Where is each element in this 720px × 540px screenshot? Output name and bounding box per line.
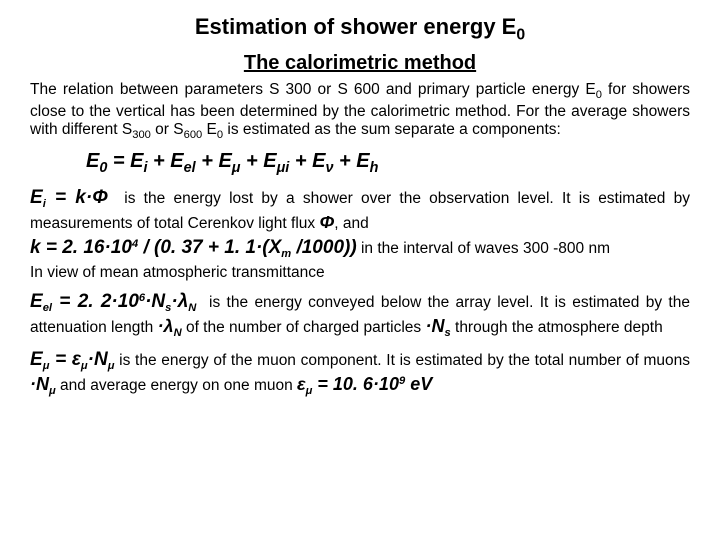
eel-sub-N: N	[188, 302, 196, 314]
eel-Ns: ·N	[425, 316, 444, 336]
intro-sub300: 300	[132, 129, 151, 141]
emu-tail-a: is the energy of the muon component. It …	[114, 352, 690, 369]
ei-phi: Φ	[92, 187, 108, 208]
eel-lambda: ·λ	[158, 316, 174, 336]
intro-part5: is estimated as the sum separate a compo…	[223, 121, 561, 138]
title-sub: 0	[516, 26, 525, 43]
intro-paragraph: The relation between parameters S 300 or…	[30, 81, 690, 142]
emu-block: Eμ = εμ·Nμ is the energy of the muon com…	[30, 348, 690, 398]
eel-d: ·λ	[171, 291, 188, 312]
ei-eq: = k·	[46, 187, 92, 208]
ei-sym-E: E	[30, 187, 43, 208]
slide-content: Estimation of shower energy E0 The calor…	[0, 0, 720, 411]
ei-phi2: Φ	[319, 212, 334, 232]
eel-b: = 2. 2·10	[52, 291, 139, 312]
ei-tail-b: , and	[334, 215, 368, 232]
emu-N: ·N	[88, 349, 108, 370]
eel-sub-N2: N	[174, 327, 182, 339]
eq-E: E	[86, 150, 99, 172]
k-rhs-b: /1000))	[291, 237, 356, 258]
eq-p2: + E	[196, 150, 232, 172]
eq-sub-h: h	[370, 160, 379, 176]
k-sub-m: m	[281, 248, 291, 260]
k-tail: in the interval of waves 300 -800 nm	[357, 240, 610, 257]
ei-block: Ei = k·Φ is the energy lost by a shower …	[30, 186, 690, 234]
page-title: Estimation of shower energy E0	[30, 14, 690, 44]
eel-block: Eel = 2. 2·106·Ns·λN is the energy conve…	[30, 290, 690, 340]
eq-eq: = E	[107, 150, 143, 172]
eq-p1: + E	[148, 150, 184, 172]
k-rhs-a: / (0. 37 + 1. 1·(X	[138, 237, 281, 258]
k-line2: In view of mean atmospheric transmittanc…	[30, 264, 690, 282]
eq-sub-mui: μi	[277, 160, 290, 176]
emu-N2: ·N	[30, 374, 49, 394]
emu-val-c: eV	[405, 374, 432, 394]
emu-tail-b: and average energy on one muon	[56, 377, 297, 394]
emu-sub-mu2: μ	[81, 360, 88, 372]
eq-p4: + E	[289, 150, 325, 172]
title-text: Estimation of shower energy E	[195, 14, 517, 39]
main-equation: E0 = Ei + Eel + Eμ + Eμi + Eν + Eh	[86, 150, 690, 176]
emu-sub-mu4: μ	[49, 385, 56, 397]
emu-val-b: = 10. 6·10	[312, 374, 399, 394]
emu-E: E	[30, 349, 43, 370]
eq-sub-el: el	[184, 160, 196, 176]
emu-eps: ε	[297, 374, 306, 394]
eel-c: ·N	[145, 291, 165, 312]
eel-E: E	[30, 291, 43, 312]
eel-tail-b: of the number of charged particles	[182, 319, 426, 336]
intro-sub600: 600	[184, 129, 203, 141]
intro-part4: E	[202, 121, 217, 138]
k-lhs: k = 2. 16·10	[30, 237, 132, 258]
intro-part1: The relation between parameters S 300 or…	[30, 81, 596, 98]
eq-p5: + E	[333, 150, 369, 172]
eel-sub-el: el	[43, 302, 52, 314]
k-block: k = 2. 16·104 / (0. 37 + 1. 1·(Xm /1000)…	[30, 236, 690, 262]
intro-part3: or S	[151, 121, 184, 138]
page-subtitle: The calorimetric method	[30, 52, 690, 75]
emu-eq: = ε	[49, 349, 81, 370]
eq-p3: + E	[240, 150, 276, 172]
eel-tail-c: through the atmosphere depth	[451, 319, 663, 336]
